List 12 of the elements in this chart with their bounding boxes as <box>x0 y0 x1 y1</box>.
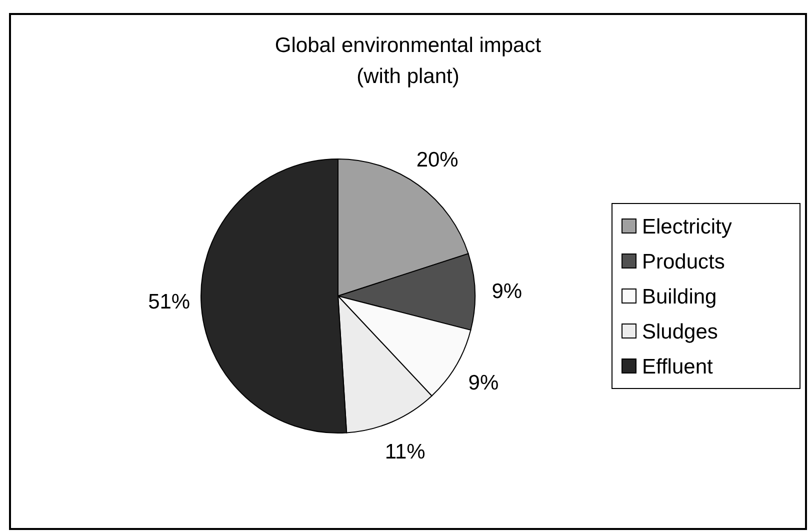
chart-title: Global environmental impact <box>274 34 542 57</box>
data-label: 51% <box>148 290 190 314</box>
data-label: 9% <box>468 371 499 394</box>
legend-label: Building <box>642 285 717 308</box>
legend-label: Effluent <box>642 355 713 378</box>
data-label: 9% <box>492 280 522 304</box>
chart-subtitle: (with plant) <box>356 65 460 88</box>
legend-label: Products <box>642 250 725 274</box>
data-label: 11% <box>384 440 426 464</box>
legend-label: Electricity <box>642 215 732 238</box>
legend-label: Sludges <box>642 320 718 344</box>
data-label: 20% <box>416 148 458 172</box>
